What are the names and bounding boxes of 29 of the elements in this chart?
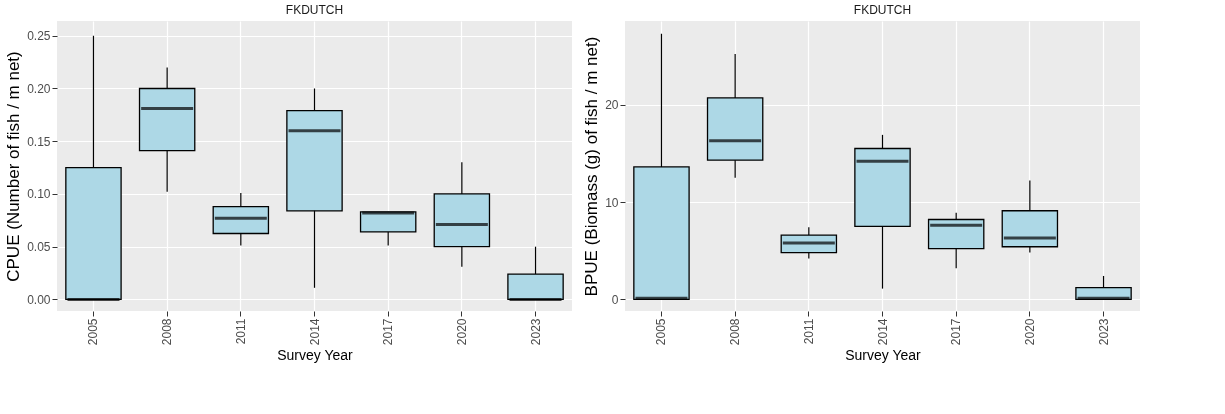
x-tick-label: 2017 [381, 318, 396, 346]
y-tick-label: 20 [605, 98, 619, 113]
x-tick-label: 2014 [307, 318, 322, 346]
x-tick-label: 2014 [875, 318, 890, 346]
x-tick-label: 2011 [233, 318, 248, 345]
y-tick-label: 0.25 [27, 29, 51, 44]
x-tick-label: 2017 [949, 318, 964, 346]
y-tick-label: 0.15 [27, 134, 51, 149]
x-axis-title: Survey Year [277, 347, 354, 364]
x-tick-label: 2020 [1022, 318, 1037, 346]
x-tick-label: 2023 [528, 318, 543, 346]
y-tick-label: 0 [611, 292, 619, 307]
y-tick-label: 0.10 [27, 187, 51, 202]
x-tick-label: 2023 [1096, 318, 1111, 346]
y-tick-label: 0.00 [27, 292, 51, 307]
y-axis-title: CPUE (Number of fish / m net) [4, 51, 24, 282]
x-tick-label: 2020 [454, 318, 469, 346]
chart-title: FKDUTCH [853, 3, 912, 17]
x-tick-label: 2011 [801, 318, 816, 345]
y-tick-label: 10 [605, 195, 619, 210]
chart-title: FKDUTCH [285, 3, 344, 17]
x-tick-label: 2005 [86, 318, 101, 346]
x-tick-label: 2008 [160, 318, 175, 346]
x-tick-label: 2005 [654, 318, 669, 346]
y-axis-title: BPUE (Biomass (g) of fish / m net) [582, 36, 602, 297]
y-tick-label: 0.20 [27, 81, 51, 96]
x-axis-title: Survey Year [845, 347, 922, 364]
x-tick-label: 2008 [728, 318, 743, 346]
y-tick-label: 0.05 [27, 240, 51, 255]
